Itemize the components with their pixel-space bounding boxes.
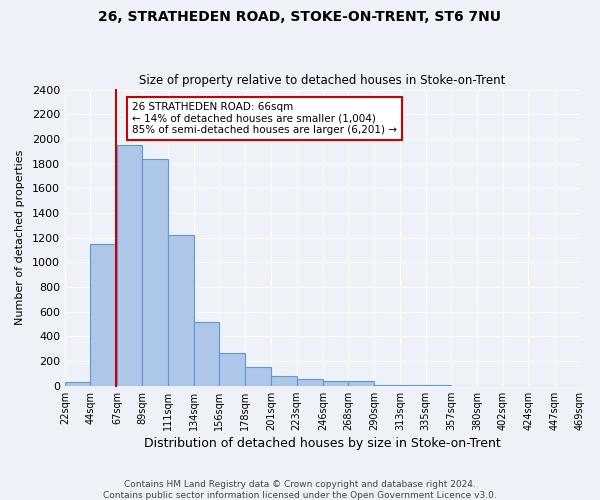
Text: Contains HM Land Registry data © Crown copyright and database right 2024.
Contai: Contains HM Land Registry data © Crown c…: [103, 480, 497, 500]
Bar: [296, 379, 323, 386]
Bar: [220, 353, 245, 386]
Text: 26 STRATHEDEN ROAD: 66sqm
← 14% of detached houses are smaller (1,004)
85% of se: 26 STRATHEDEN ROAD: 66sqm ← 14% of detac…: [132, 102, 397, 135]
Bar: [374, 384, 400, 386]
Bar: [194, 322, 220, 386]
Bar: [245, 368, 271, 386]
Bar: [91, 244, 117, 386]
X-axis label: Distribution of detached houses by size in Stoke-on-Trent: Distribution of detached houses by size …: [144, 437, 501, 450]
Bar: [400, 385, 425, 386]
Bar: [142, 158, 167, 386]
Y-axis label: Number of detached properties: Number of detached properties: [15, 150, 25, 326]
Title: Size of property relative to detached houses in Stoke-on-Trent: Size of property relative to detached ho…: [139, 74, 506, 87]
Bar: [349, 382, 374, 386]
Bar: [271, 376, 296, 386]
Bar: [65, 382, 91, 386]
Bar: [167, 235, 194, 386]
Bar: [117, 145, 142, 386]
Bar: [323, 381, 349, 386]
Text: 26, STRATHEDEN ROAD, STOKE-ON-TRENT, ST6 7NU: 26, STRATHEDEN ROAD, STOKE-ON-TRENT, ST6…: [98, 10, 502, 24]
